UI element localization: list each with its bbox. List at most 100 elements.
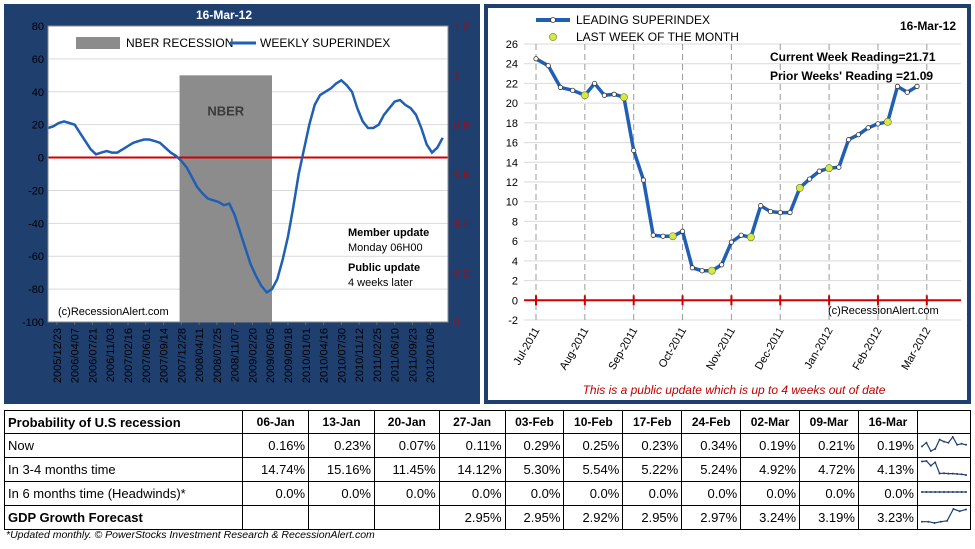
x-tick-label: 2007/12/28 (176, 328, 188, 383)
y-tick-label: 40 (32, 87, 44, 99)
table-cell: 2.95% (438, 505, 506, 530)
y-tick-label: 18 (506, 118, 518, 130)
month-end-marker (747, 233, 755, 242)
data-point (816, 168, 822, 174)
data-point (875, 121, 881, 127)
recession-probability-table: Probability of U.S recession 06-Jan 13-Jan… (3, 410, 971, 530)
sparkline-point (929, 450, 932, 452)
x-tick-label: 2006/11/03 (105, 328, 117, 382)
x-tick-label: 2009/02/20 (247, 328, 259, 383)
table-cell: 0.23% (622, 433, 683, 458)
month-end-marker (795, 184, 804, 192)
x-tick-label: 2006/04/07 (70, 328, 82, 383)
sparkline-point (965, 491, 967, 493)
data-point (846, 137, 852, 143)
y-tick-label: 0 (512, 295, 518, 307)
data-point (894, 83, 901, 89)
table-cell: 2.92% (563, 505, 624, 530)
sparkline-point (921, 491, 923, 493)
data-point (806, 176, 813, 182)
row-label: Now (3, 433, 244, 458)
sparkline-point (938, 491, 941, 493)
x-tick-label: 2010/04/16 (319, 328, 331, 383)
x-tick-label: 2010/11/12 (354, 328, 366, 382)
table-row: In 3-4 months time 14.74% 15.16% 11.45% 14.1… (3, 457, 971, 482)
y2-tick-label: 0.2 (454, 268, 469, 280)
sparkline-point (929, 464, 932, 467)
month-end-marker (580, 91, 589, 100)
data-point (679, 228, 686, 234)
sparkline-cell (917, 481, 971, 506)
x-tick-label: 2011/02/25 (372, 328, 384, 382)
column-header: 10-Feb (563, 410, 624, 434)
x-tick-label: 2008/07/25 (212, 328, 224, 383)
month-end-marker (707, 266, 716, 275)
table-cell: 0.19% (740, 433, 801, 458)
legend-series-label: WEEKLY SUPERINDEX (260, 36, 390, 50)
y2-tick-label: 0.8 (454, 120, 469, 132)
table-header-row: Probability of U.S recession 06-Jan 13-Jan… (3, 410, 971, 434)
legend-marker-label: LAST WEEK OF THE MONTH (576, 30, 739, 44)
data-point (787, 209, 793, 216)
sparkline-column-header (917, 410, 971, 434)
row-label: In 6 months time (Headwinds)* (3, 481, 244, 506)
table-cell: 0.29% (504, 433, 565, 458)
sparkline-point (960, 473, 963, 476)
table-cell: 0.0% (373, 481, 440, 506)
data-point (545, 63, 551, 69)
public-update-title: Public update (348, 262, 420, 274)
right-chart-background (488, 8, 967, 400)
column-header: 02-Mar (740, 410, 801, 434)
legend-recession-label: NBER RECESSION (126, 36, 233, 50)
x-tick-label: 2010/07/30 (336, 328, 348, 383)
column-header: 09-Mar (799, 410, 859, 434)
data-point (758, 203, 764, 209)
x-tick-label: 2008/11/07 (230, 328, 242, 382)
data-point (601, 92, 607, 98)
x-tick-label: 2005/12/23 (52, 328, 64, 383)
data-point (660, 233, 666, 239)
right-watermark: (c)RecessionAlert.com (828, 305, 939, 317)
month-end-marker (825, 164, 834, 173)
table-cell: 0.0% (857, 481, 919, 506)
y-tick-label: 24 (506, 59, 518, 71)
sparkline (921, 508, 967, 524)
column-header: 16-Mar (857, 410, 919, 434)
sparkline-cell (917, 505, 971, 530)
table-cell: 14.74% (242, 457, 310, 482)
sparkline-point (951, 472, 954, 475)
data-point (699, 268, 705, 274)
y-tick-label: 60 (32, 54, 44, 66)
x-tick-label: 2007/06/01 (141, 328, 153, 383)
legend-line-label: LEADING SUPERINDEX (576, 13, 710, 27)
y2-tick-label: 0.4 (454, 218, 469, 230)
table-cell: 4.13% (857, 457, 919, 482)
sparkline-cell (917, 433, 971, 458)
sparkline-point (921, 445, 923, 448)
table-cell: 0.25% (563, 433, 624, 458)
sparkline-point (938, 472, 941, 475)
table-cell (242, 505, 310, 530)
table-cell: 0.0% (799, 481, 859, 506)
table-cell: 3.23% (857, 505, 919, 530)
x-tick-label: 2007/09/14 (159, 328, 171, 383)
legend-line-marker (550, 17, 556, 23)
table-cell: 4.92% (740, 457, 801, 482)
sparkline-point (943, 491, 945, 493)
current-week-reading: Current Week Reading=21.71 (770, 50, 936, 64)
y-tick-label: 20 (32, 120, 44, 132)
data-point (570, 87, 576, 93)
sparkline-point (947, 491, 950, 493)
data-point (611, 91, 617, 97)
table-cell: 0.0% (438, 481, 506, 506)
table-cell: 14.12% (438, 457, 506, 482)
sparkline-point (951, 491, 954, 493)
table-cell: 0.0% (681, 481, 742, 506)
table-cell: 5.30% (504, 457, 565, 482)
sparkline-point (965, 508, 967, 511)
data-point (640, 177, 647, 183)
table-cell: 5.22% (622, 457, 683, 482)
y-tick-label: 10 (506, 197, 518, 209)
